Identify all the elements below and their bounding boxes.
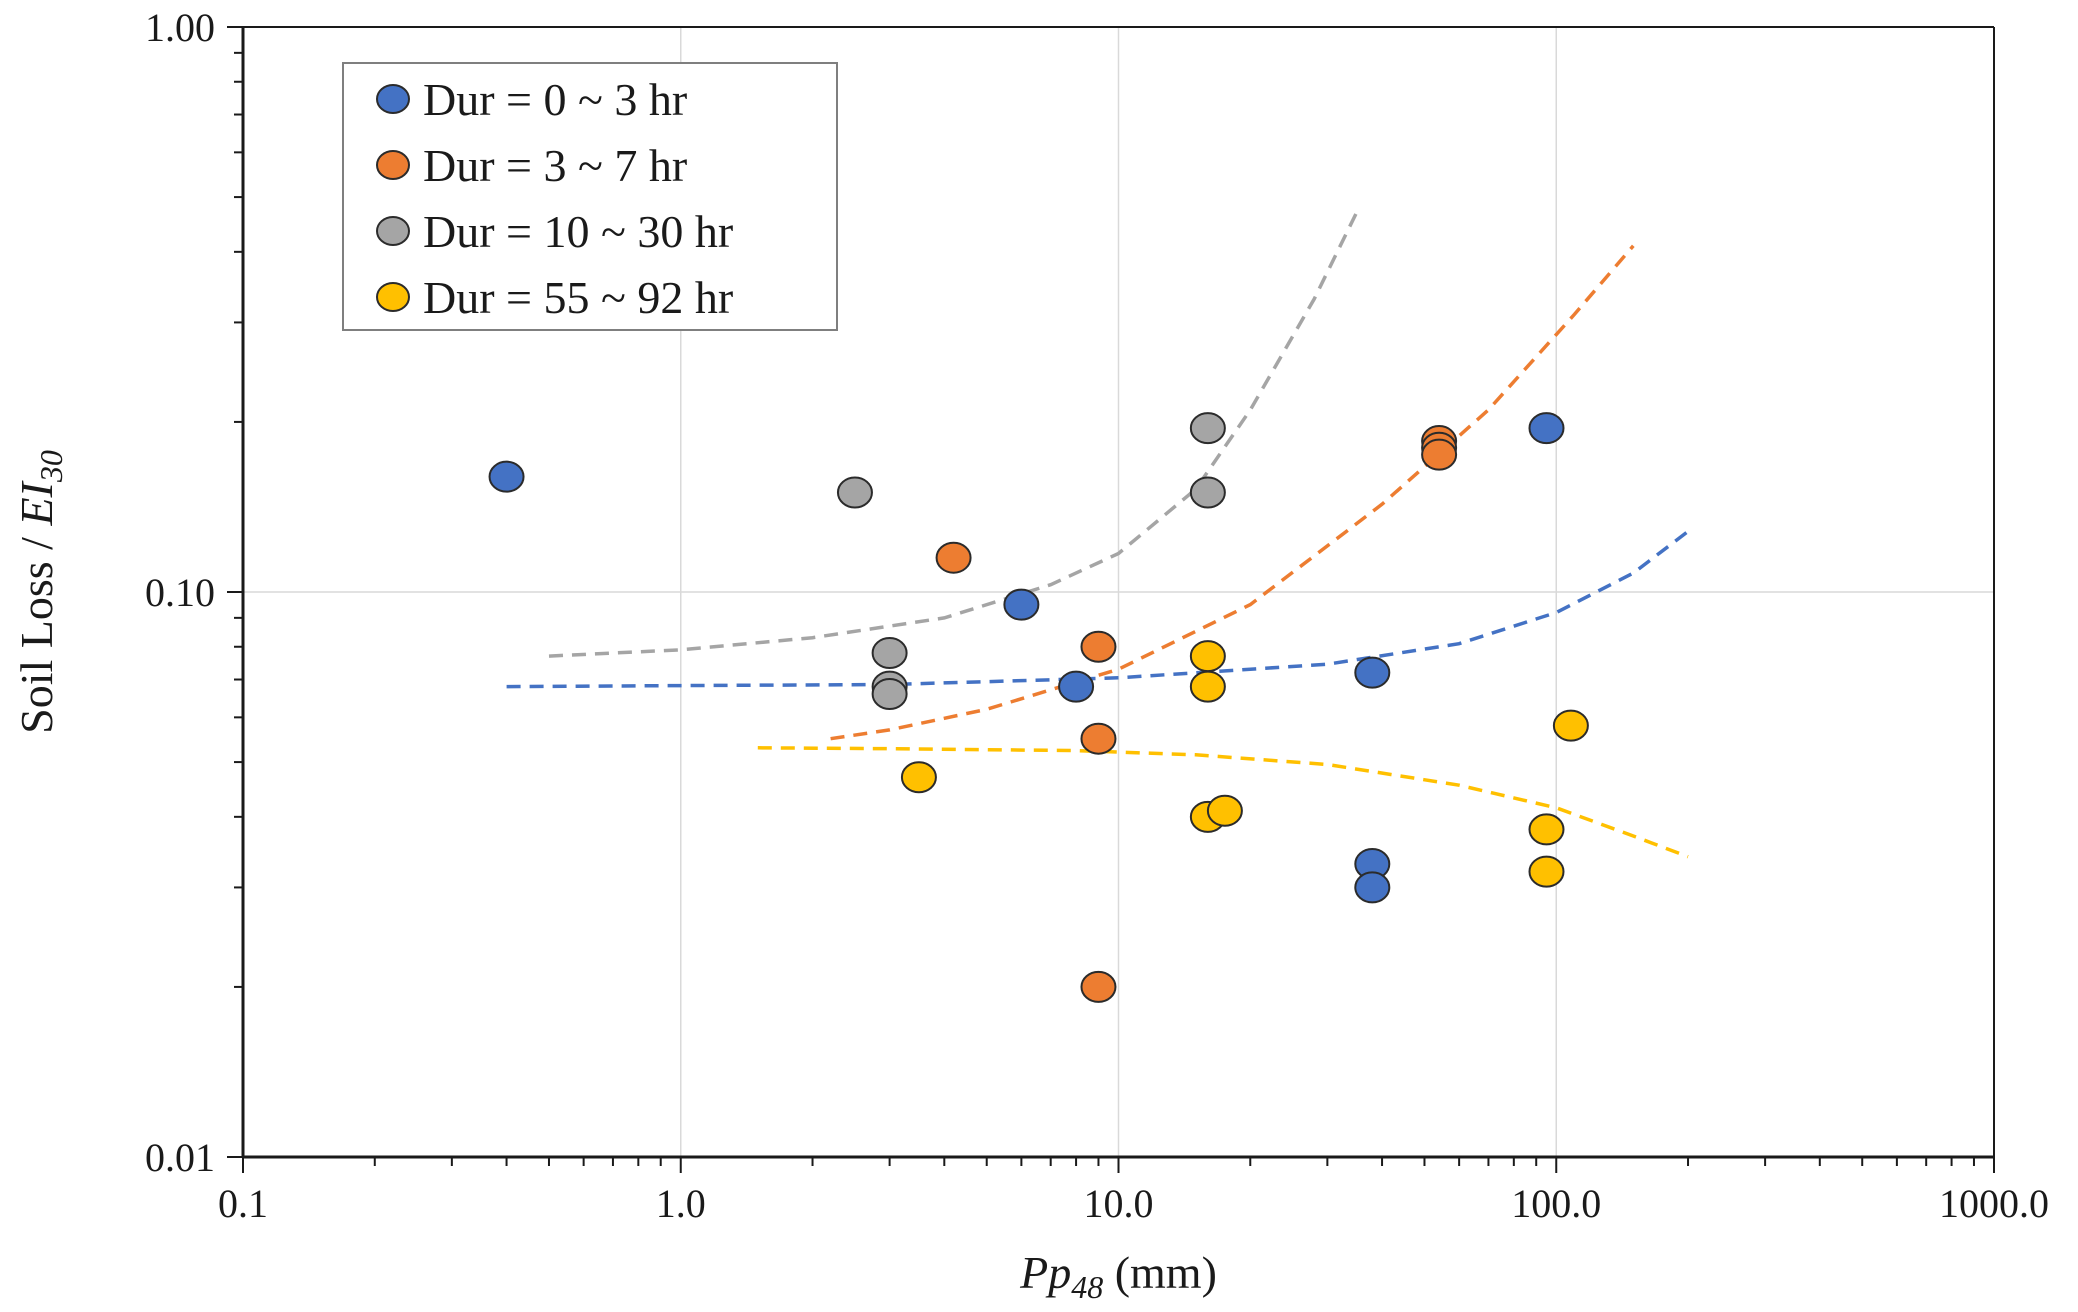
data-point-series-3 xyxy=(1189,670,1226,703)
data-point-series-0 xyxy=(1003,588,1040,621)
x-axis-title-symbol: Pp xyxy=(1019,1247,1071,1298)
x-tick-label: 1.0 xyxy=(656,1181,706,1226)
data-point-series-3 xyxy=(1189,640,1226,673)
data-point-series-0 xyxy=(1354,871,1391,904)
x-tick-label: 10.0 xyxy=(1084,1181,1154,1226)
legend-box xyxy=(342,62,838,331)
data-point-series-3 xyxy=(1552,709,1589,742)
data-point-series-3 xyxy=(1528,855,1565,888)
data-point-series-0 xyxy=(488,460,525,493)
data-point-series-2 xyxy=(836,476,873,509)
y-axis-title: Soil Loss / EI30 xyxy=(11,450,69,734)
x-axis-title-subscript: 48 xyxy=(1071,1269,1103,1305)
trend-line-series-0 xyxy=(506,530,1690,689)
data-point-series-0 xyxy=(1528,412,1565,445)
x-tick-label: 0.1 xyxy=(218,1181,268,1226)
legend-label-series-0: Dur = 0 ~ 3 hr xyxy=(423,74,687,125)
trend-line-series-1 xyxy=(830,244,1635,741)
data-point-series-2 xyxy=(871,677,908,710)
data-point-series-2 xyxy=(1189,412,1226,445)
legend-marker-series-3 xyxy=(376,282,410,312)
data-point-series-1 xyxy=(935,541,972,574)
legend-marker-series-2 xyxy=(376,216,410,246)
data-point-series-2 xyxy=(871,636,908,669)
data-point-series-3 xyxy=(900,761,937,794)
data-point-series-0 xyxy=(1354,656,1391,689)
y-axis-title-text: Soil Loss / xyxy=(11,526,62,734)
x-tick-label: 1000.0 xyxy=(1939,1181,2049,1226)
x-axis-title: Pp48 (mm) xyxy=(1019,1247,1217,1305)
y-axis-title-subscript: 30 xyxy=(33,450,69,483)
data-point-series-3 xyxy=(1206,794,1243,827)
y-tick-label: 1.00 xyxy=(145,5,215,50)
data-point-series-2 xyxy=(1189,476,1226,509)
x-axis-title-unit: (mm) xyxy=(1103,1247,1217,1298)
y-tick-label: 0.10 xyxy=(145,570,215,615)
data-point-series-3 xyxy=(1528,813,1565,846)
data-point-series-1 xyxy=(1080,630,1117,663)
legend-label-series-2: Dur = 10 ~ 30 hr xyxy=(423,206,733,257)
trend-line-series-3 xyxy=(757,746,1689,859)
y-tick-label: 0.01 xyxy=(145,1135,215,1180)
legend-label-series-1: Dur = 3 ~ 7 hr xyxy=(423,140,687,191)
legend-marker-series-0 xyxy=(376,84,410,114)
y-axis-title-symbol: EI xyxy=(11,479,62,526)
data-point-series-0 xyxy=(1058,670,1095,703)
data-point-series-1 xyxy=(1421,438,1458,471)
x-tick-label: 100.0 xyxy=(1511,1181,1601,1226)
legend-marker-series-1 xyxy=(376,150,410,180)
data-point-series-1 xyxy=(1080,722,1117,755)
legend-label-series-3: Dur = 55 ~ 92 hr xyxy=(423,272,733,323)
data-point-series-1 xyxy=(1080,970,1117,1003)
